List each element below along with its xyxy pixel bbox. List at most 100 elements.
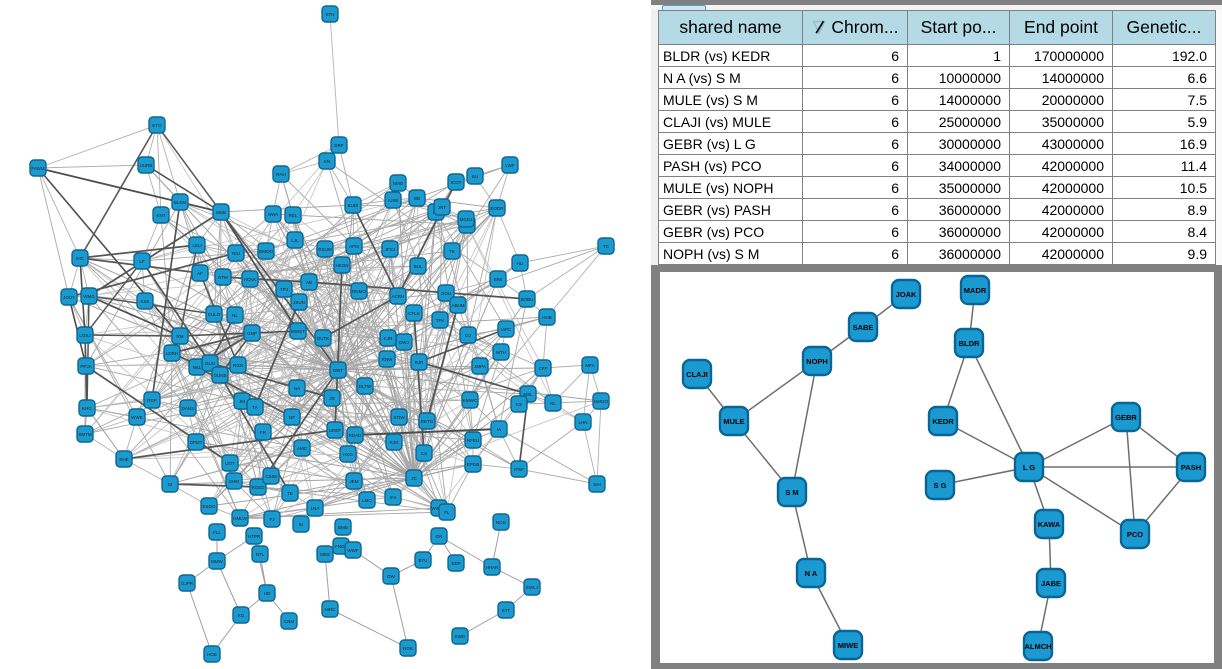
svg-text:RM: RM	[177, 334, 184, 339]
svg-text:WMG: WMG	[83, 294, 95, 299]
svg-text:KEDR: KEDR	[932, 417, 954, 426]
svg-text:HCKK: HCKK	[244, 277, 257, 282]
svg-text:KHG: KHG	[82, 406, 92, 411]
svg-text:HOE: HOE	[207, 652, 217, 657]
svg-text:EODR: EODR	[490, 206, 504, 211]
svg-text:CJR: CJR	[384, 336, 393, 341]
svg-text:LHN: LHN	[578, 420, 587, 425]
svg-text:CSIM: CSIM	[265, 474, 277, 479]
svg-text:L G: L G	[1023, 463, 1036, 472]
svg-text:BOBU: BOBU	[521, 297, 534, 302]
svg-text:DLTW: DLTW	[359, 384, 372, 389]
svg-text:EHE: EHE	[119, 457, 128, 462]
svg-text:HTPR: HTPR	[248, 534, 261, 539]
svg-text:WWE: WWE	[131, 415, 143, 420]
svg-text:BLDR: BLDR	[959, 339, 980, 348]
svg-text:BWT: BWT	[333, 368, 343, 373]
svg-text:CNM: CNM	[284, 619, 294, 624]
svg-text:FR: FR	[260, 430, 267, 435]
svg-text:NL: NL	[232, 313, 238, 318]
svg-text:EPGB: EPGB	[467, 462, 480, 467]
svg-text:FNGJ: FNGJ	[335, 544, 347, 549]
svg-text:NOK: NOK	[403, 646, 413, 651]
svg-text:MBS: MBS	[320, 552, 330, 557]
svg-text:LNA: LNA	[311, 506, 320, 511]
svg-text:RSUM: RSUM	[318, 247, 332, 252]
svg-text:KG: KG	[238, 613, 245, 618]
svg-text:DRF: DRF	[334, 143, 343, 148]
svg-text:KSK: KSK	[140, 299, 149, 304]
svg-text:CULO: CULO	[208, 312, 221, 317]
svg-text:SMTM: SMTM	[78, 432, 91, 437]
svg-text:STH: STH	[326, 12, 335, 17]
svg-text:ESOO: ESOO	[202, 504, 216, 509]
svg-text:MSB: MSB	[216, 210, 226, 215]
svg-text:BIW: BIW	[494, 277, 503, 282]
svg-text:JOUT: JOUT	[63, 295, 75, 300]
svg-text:LF: LF	[139, 259, 145, 264]
svg-text:BTU: BTU	[419, 558, 428, 563]
svg-text:CFF: CFF	[539, 366, 548, 371]
svg-text:NTL: NTL	[256, 552, 265, 557]
svg-text:BUDI: BUDI	[348, 203, 359, 208]
svg-text:PASH: PASH	[1181, 463, 1201, 472]
svg-text:NCG: NCG	[496, 520, 506, 525]
svg-text:BMB: BMB	[338, 525, 348, 530]
svg-text:OUNB: OUNB	[213, 373, 226, 378]
svg-text:HHAR: HHAR	[486, 565, 500, 570]
svg-text:UOT: UOT	[225, 461, 235, 466]
svg-text:RJR: RJR	[415, 360, 424, 365]
svg-text:TK: TK	[449, 249, 455, 254]
svg-text:IJGJ: IJGJ	[192, 243, 201, 248]
svg-text:HMGO: HMGO	[594, 399, 608, 404]
svg-text:HD: HD	[264, 591, 271, 596]
svg-text:SIH: SIH	[593, 482, 601, 487]
svg-text:HMLW: HMLW	[233, 516, 247, 521]
svg-text:ACRH: ACRH	[392, 294, 405, 299]
svg-text:MTH: MTH	[496, 350, 506, 355]
svg-text:IFA: IFA	[390, 495, 397, 500]
svg-text:KN: KN	[324, 159, 330, 164]
svg-text:EWLJ: EWLJ	[526, 585, 538, 590]
svg-text:JSUN: JSUN	[293, 300, 305, 305]
svg-text:ETO: ETO	[152, 123, 162, 128]
svg-text:HHB: HHB	[542, 315, 552, 320]
svg-text:LWF: LWF	[505, 163, 514, 168]
svg-text:KWD: KWD	[455, 634, 466, 639]
svg-text:NOPH: NOPH	[806, 357, 828, 366]
svg-text:IU: IU	[299, 522, 304, 527]
svg-text:RNW: RNW	[382, 357, 393, 362]
svg-text:RDP: RDP	[147, 398, 157, 403]
svg-text:MSL: MSL	[523, 392, 533, 397]
svg-text:CLAJI: CLAJI	[686, 370, 708, 379]
svg-text:JNT: JNT	[438, 205, 446, 210]
svg-text:MIWE: MIWE	[838, 641, 858, 650]
svg-text:RETG: RETG	[421, 419, 434, 424]
svg-text:NL: NL	[550, 401, 556, 406]
svg-text:NMO: NMO	[393, 181, 404, 186]
svg-text:JM: JM	[239, 399, 245, 404]
svg-text:N A: N A	[805, 569, 818, 578]
svg-text:WWF: WWF	[347, 548, 358, 553]
svg-text:DMOO: DMOO	[259, 249, 273, 254]
svg-text:DPMT: DPMT	[190, 440, 203, 445]
svg-text:JFSJ: JFSJ	[385, 247, 395, 252]
svg-text:GOU: GOU	[441, 291, 451, 296]
svg-text:MMW: MMW	[211, 559, 223, 564]
svg-text:RNMO: RNMO	[352, 289, 366, 294]
svg-text:KMWC: KMWC	[463, 398, 478, 403]
svg-text:UIPC: UIPC	[501, 327, 513, 332]
svg-text:ALMCH: ALMCH	[1024, 642, 1051, 651]
svg-text:HIRC: HIRC	[325, 607, 337, 612]
svg-text:BUL: BUL	[414, 264, 423, 269]
svg-text:JABE: JABE	[1041, 579, 1061, 588]
svg-text:JOAK: JOAK	[896, 290, 917, 299]
svg-text:IHC: IHC	[76, 256, 85, 261]
svg-text:S G: S G	[934, 481, 947, 490]
svg-text:NFEU: NFEU	[467, 438, 479, 443]
svg-text:LOSJ: LOSJ	[79, 333, 90, 338]
svg-text:HLI: HLI	[516, 261, 523, 266]
svg-text:DWJ: DWJ	[399, 340, 409, 345]
svg-text:LMO: LMO	[362, 498, 372, 503]
svg-text:UURB: UURB	[140, 163, 153, 168]
